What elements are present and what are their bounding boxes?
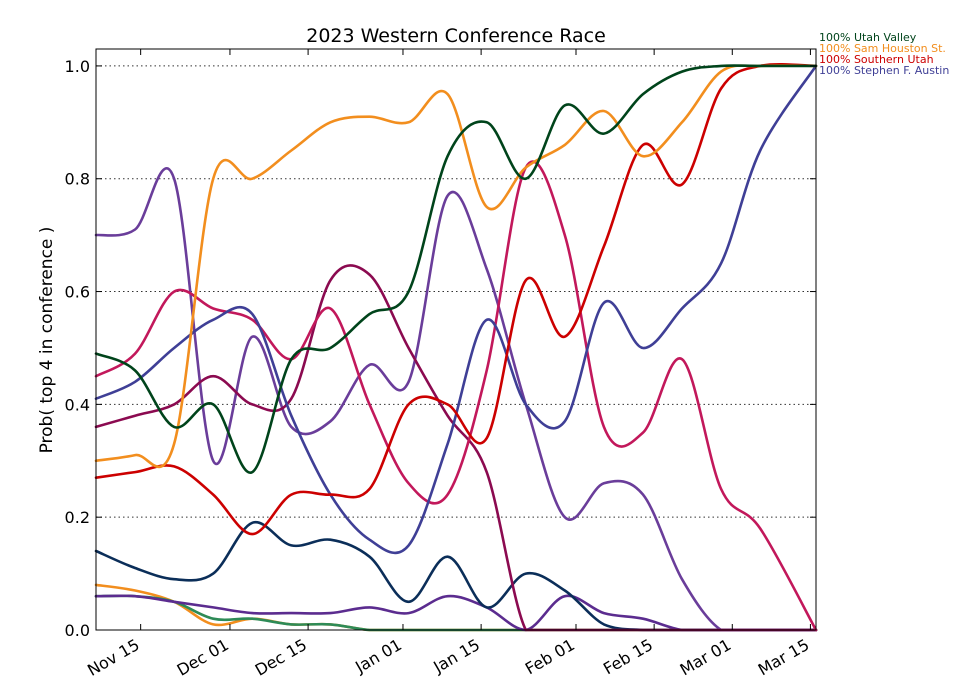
series-line-6	[94, 167, 818, 632]
series-line-3	[94, 64, 818, 555]
y-tick-label: 0.2	[65, 508, 90, 527]
x-tick-label: Jan 15	[429, 635, 483, 677]
series-line-2	[94, 62, 818, 536]
plot-frame	[95, 48, 817, 631]
series-group	[94, 62, 818, 632]
x-tick-label: Feb 01	[522, 635, 578, 678]
series-line-8	[94, 594, 818, 632]
legend-entry: 100% Utah Valley	[819, 31, 917, 44]
x-axis: Nov 15 Dec 01 Dec 15 Jan 01 Jan 15 Feb 01 Feb …	[84, 49, 812, 680]
grid	[96, 65, 816, 631]
legend-entry: 100% Sam Houston St.	[819, 42, 946, 55]
x-tick-label: Jan 01	[351, 635, 405, 677]
y-tick-label: 0.4	[65, 395, 90, 414]
chart-title: 2023 Western Conference Race	[306, 25, 606, 47]
x-tick-label: Mar 15	[755, 635, 813, 679]
series-line-1	[94, 64, 818, 469]
legend-entry: 100% Southern Utah	[819, 53, 934, 66]
series-line-0	[94, 64, 818, 474]
series-line-7	[94, 521, 818, 632]
series-line-10	[94, 583, 818, 632]
x-tick-label: Dec 15	[252, 635, 310, 680]
series-line-9	[94, 594, 818, 632]
x-tick-label: Feb 15	[600, 635, 656, 678]
y-tick-label: 0.6	[65, 283, 90, 302]
x-tick-label: Nov 15	[84, 635, 143, 680]
y-tick-label: 0.8	[65, 170, 90, 189]
y-axis: 0.0 0.2 0.4 0.6 0.8 1.0	[65, 57, 816, 640]
legend-entry: 100% Stephen F. Austin	[819, 64, 949, 77]
y-tick-label: 1.0	[65, 57, 90, 76]
y-tick-label: 0.0	[65, 621, 90, 640]
x-tick-label: Mar 01	[677, 635, 735, 679]
y-axis-label: Prob( top 4 in conference )	[37, 227, 57, 454]
x-tick-label: Dec 01	[174, 635, 232, 680]
series-line-4	[94, 160, 818, 632]
